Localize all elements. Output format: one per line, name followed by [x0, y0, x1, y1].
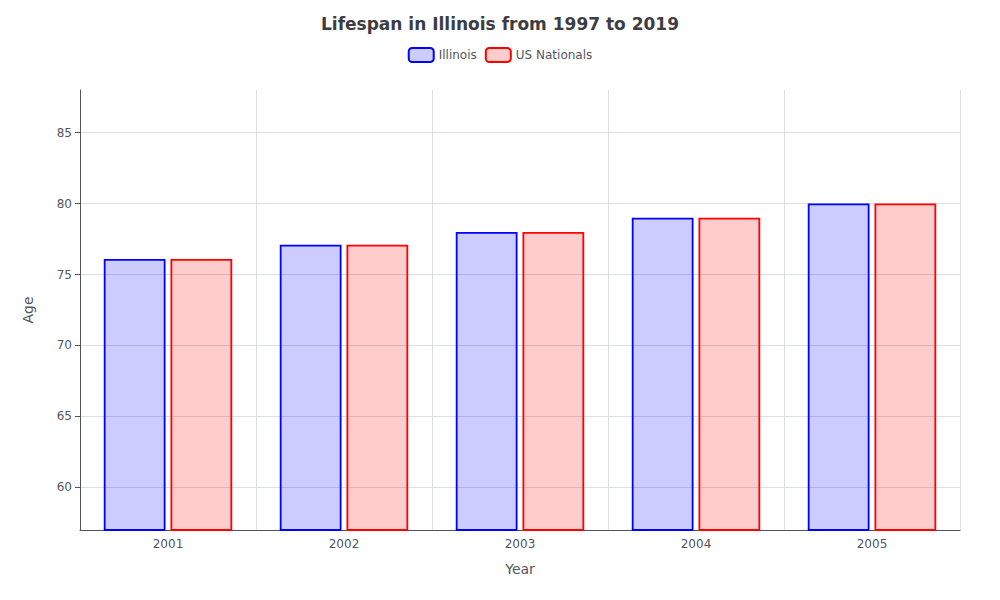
svg-text:2001: 2001 [153, 537, 184, 551]
svg-text:Age: Age [20, 296, 36, 323]
svg-text:US Nationals: US Nationals [516, 48, 592, 62]
svg-text:Year: Year [504, 561, 535, 577]
svg-text:70: 70 [57, 338, 72, 352]
svg-text:Illinois: Illinois [439, 48, 477, 62]
svg-text:65: 65 [57, 409, 72, 423]
svg-text:2002: 2002 [329, 537, 360, 551]
svg-text:Lifespan in Illinois from 1997: Lifespan in Illinois from 1997 to 2019 [321, 14, 679, 34]
svg-text:75: 75 [57, 268, 72, 282]
svg-text:2004: 2004 [681, 537, 712, 551]
svg-text:2005: 2005 [857, 537, 888, 551]
svg-text:2003: 2003 [505, 537, 536, 551]
svg-text:60: 60 [57, 480, 72, 494]
svg-text:85: 85 [57, 126, 72, 140]
svg-text:80: 80 [57, 197, 72, 211]
